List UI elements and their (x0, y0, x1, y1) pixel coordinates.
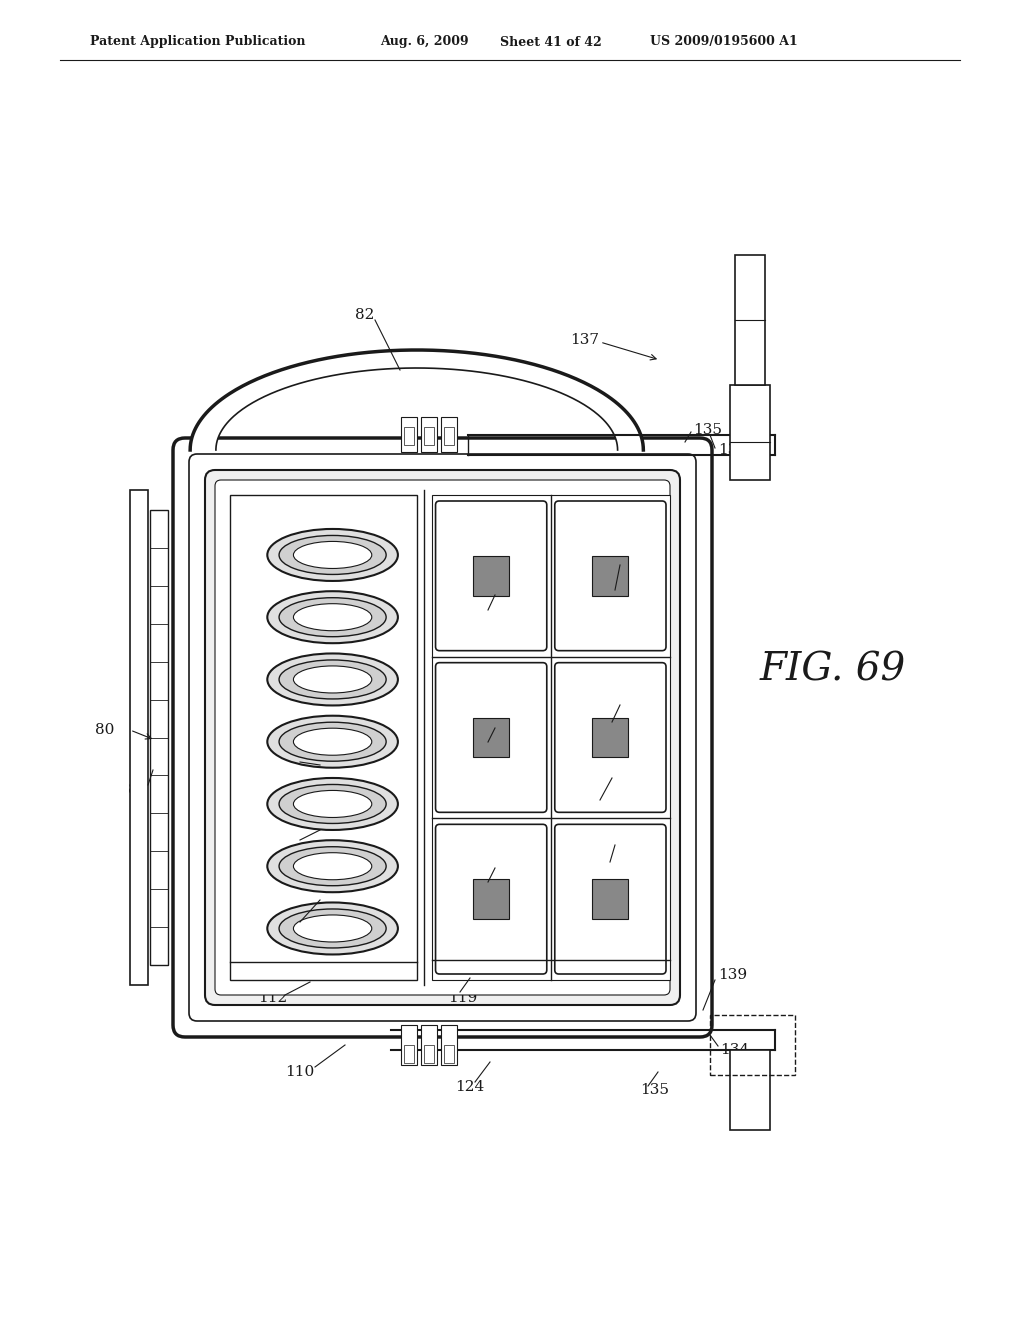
Text: 112: 112 (258, 991, 288, 1005)
Bar (441, 1026, 458, 1065)
Text: 127: 127 (620, 833, 649, 847)
Ellipse shape (294, 915, 372, 942)
Bar (444, 1045, 455, 1063)
Ellipse shape (294, 729, 372, 755)
Text: 127: 127 (625, 553, 654, 568)
Text: 133: 133 (615, 768, 644, 781)
Ellipse shape (267, 841, 398, 892)
Text: 125: 125 (500, 723, 529, 737)
Ellipse shape (267, 529, 398, 581)
FancyBboxPatch shape (555, 502, 666, 651)
Ellipse shape (280, 846, 386, 886)
Bar (401, 417, 418, 451)
Text: 135: 135 (693, 422, 722, 437)
Bar (473, 718, 509, 758)
Text: 124: 124 (455, 1080, 484, 1094)
Bar (421, 1026, 437, 1065)
Bar (730, 385, 770, 480)
Text: 137: 137 (570, 333, 599, 347)
Text: 125: 125 (500, 583, 529, 597)
Bar (431, 495, 670, 979)
Text: FIG. 69: FIG. 69 (760, 652, 906, 689)
Text: 134: 134 (718, 444, 748, 457)
Ellipse shape (267, 591, 398, 643)
Bar (473, 556, 509, 595)
Bar (401, 1026, 418, 1065)
FancyBboxPatch shape (173, 438, 712, 1038)
FancyBboxPatch shape (435, 663, 547, 812)
Bar (424, 426, 434, 445)
Bar (230, 495, 417, 979)
Text: 81: 81 (128, 783, 147, 797)
Bar (404, 426, 415, 445)
Text: Sheet 41 of 42: Sheet 41 of 42 (500, 36, 602, 49)
Bar (592, 879, 629, 919)
Bar (473, 879, 509, 919)
Text: 115: 115 (271, 810, 285, 840)
Ellipse shape (267, 715, 398, 768)
Bar (404, 1045, 415, 1063)
Bar (150, 510, 168, 965)
Text: Aug. 6, 2009: Aug. 6, 2009 (380, 36, 469, 49)
Text: 82: 82 (355, 308, 375, 322)
Ellipse shape (267, 777, 398, 830)
FancyBboxPatch shape (555, 663, 666, 812)
Bar (130, 490, 148, 985)
Bar (735, 255, 765, 385)
Ellipse shape (294, 541, 372, 569)
FancyBboxPatch shape (189, 454, 696, 1020)
FancyBboxPatch shape (435, 824, 547, 974)
Bar (424, 1045, 434, 1063)
Ellipse shape (267, 903, 398, 954)
FancyBboxPatch shape (435, 502, 547, 651)
Text: 134: 134 (720, 1043, 750, 1057)
FancyBboxPatch shape (215, 480, 670, 995)
Text: 80: 80 (95, 723, 115, 737)
Text: US 2009/0195600 A1: US 2009/0195600 A1 (650, 36, 798, 49)
Ellipse shape (294, 853, 372, 879)
Polygon shape (190, 350, 643, 450)
Ellipse shape (280, 784, 386, 824)
Bar (441, 417, 458, 451)
Ellipse shape (280, 909, 386, 948)
Text: 115: 115 (271, 731, 285, 760)
Text: 115: 115 (271, 892, 285, 921)
Ellipse shape (267, 653, 398, 705)
Ellipse shape (294, 791, 372, 817)
Ellipse shape (294, 665, 372, 693)
Text: 125: 125 (500, 863, 529, 876)
Bar (730, 1049, 770, 1130)
Ellipse shape (280, 660, 386, 700)
Bar (444, 426, 455, 445)
Text: 119: 119 (449, 991, 477, 1005)
Text: 127: 127 (625, 693, 654, 708)
Text: 110: 110 (285, 1065, 314, 1078)
Bar (592, 556, 629, 595)
Ellipse shape (280, 598, 386, 636)
Ellipse shape (280, 722, 386, 762)
FancyBboxPatch shape (555, 824, 666, 974)
Ellipse shape (294, 603, 372, 631)
Bar (592, 718, 629, 758)
Text: 139: 139 (718, 968, 748, 982)
Text: Patent Application Publication: Patent Application Publication (90, 36, 305, 49)
FancyBboxPatch shape (205, 470, 680, 1005)
Bar (421, 417, 437, 451)
Bar (710, 1015, 795, 1074)
Ellipse shape (280, 536, 386, 574)
Text: 135: 135 (640, 1082, 669, 1097)
